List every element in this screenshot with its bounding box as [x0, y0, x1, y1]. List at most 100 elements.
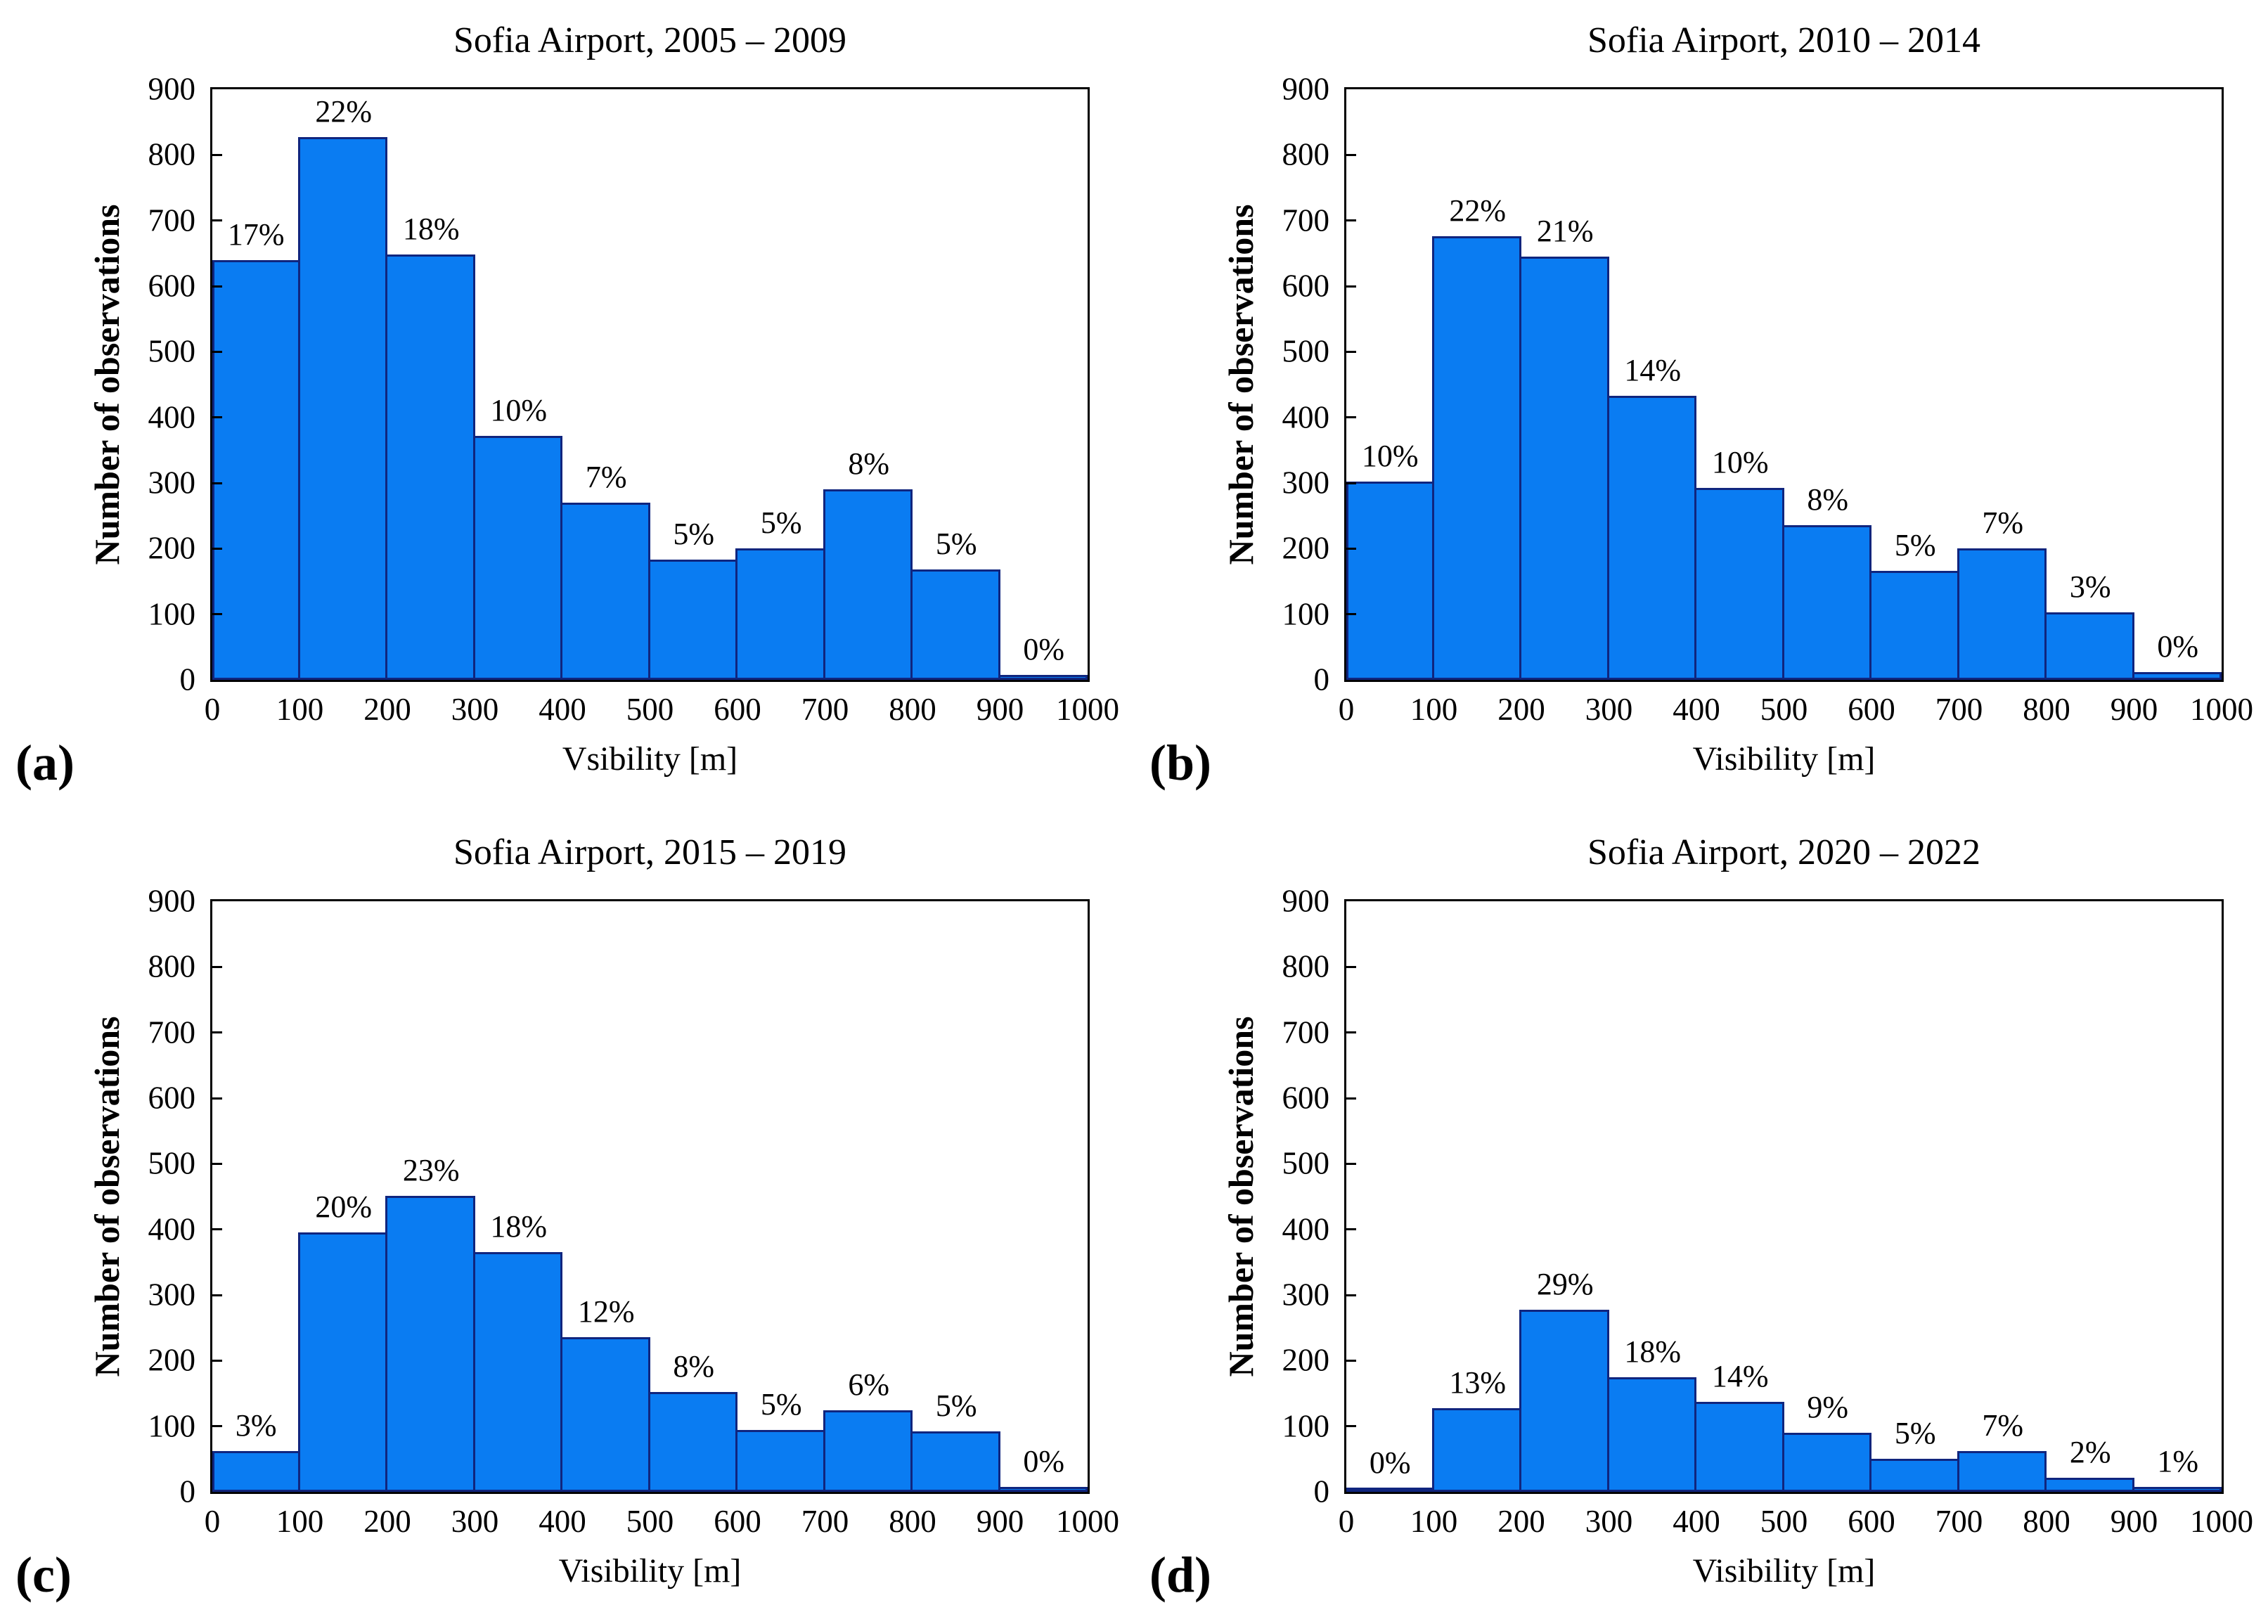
y-axis-title: Number of observations [87, 1016, 127, 1377]
y-tick-label: 500 [148, 1145, 196, 1181]
y-tick-label: 300 [148, 1277, 196, 1313]
y-axis-tick [212, 416, 222, 419]
y-axis-tick [1346, 219, 1356, 222]
histogram-bar [1781, 524, 1871, 680]
y-tick-label: 800 [148, 948, 196, 984]
x-tick-label: 100 [1410, 1504, 1458, 1539]
histogram-bar [1869, 571, 1959, 680]
panel-a: Sofia Airport, 2005 – 2009 Number of obs… [0, 0, 1134, 812]
histogram-bar [472, 435, 562, 680]
x-tick-label: 1000 [1056, 1504, 1119, 1539]
x-tick-label: 300 [451, 1504, 499, 1539]
y-tick-label: 0 [1313, 1474, 1330, 1509]
y-tick-label: 400 [1282, 1211, 1330, 1247]
histogram-bar [1957, 1451, 2047, 1492]
bar-percent-label: 5% [760, 505, 802, 541]
x-tick-label: 900 [2110, 692, 2158, 727]
x-tick-label: 200 [363, 692, 411, 727]
y-tick-label: 0 [1313, 662, 1330, 697]
histogram-bar [1346, 482, 1434, 680]
y-tick-label: 200 [1282, 530, 1330, 566]
bar-percent-label: 2% [2069, 1435, 2111, 1470]
histogram-bar [1957, 548, 2047, 680]
histogram-bar [560, 503, 650, 680]
x-tick-label: 400 [539, 1504, 586, 1539]
y-tick-label: 300 [1282, 1277, 1330, 1313]
histogram-bar [910, 1431, 1000, 1492]
x-tick-label: 700 [1935, 692, 1983, 727]
y-tick-label: 100 [148, 1408, 196, 1444]
bar-percent-label: 0% [1023, 631, 1065, 666]
y-axis-tick [212, 285, 222, 288]
histogram-bar [1519, 1310, 1609, 1492]
x-tick-label: 700 [801, 1504, 849, 1539]
y-axis-tick [1346, 482, 1356, 484]
bar-percent-label: 12% [577, 1294, 635, 1329]
y-tick-label: 0 [179, 1474, 196, 1509]
bar-percent-label: 29% [1536, 1267, 1594, 1302]
panel-label: (a) [15, 735, 75, 791]
histogram-bar [2044, 612, 2134, 680]
y-tick-label: 200 [148, 530, 196, 566]
panel-label: (c) [15, 1547, 72, 1603]
y-axis-tick [1346, 350, 1356, 353]
panel-label: (d) [1149, 1547, 1211, 1603]
x-axis-title: Vsibility [m] [562, 740, 738, 778]
y-tick-label: 400 [148, 1211, 196, 1247]
bar-percent-label: 7% [1982, 1408, 2024, 1443]
bar-percent-label: 5% [760, 1387, 802, 1422]
y-axis-tick [1346, 1228, 1356, 1231]
y-tick-label: 400 [1282, 399, 1330, 435]
plot-area: 17% 22% 18% 10% 7% 5% 5% 8% 5% 0% 0 100 200 300 400 500… [148, 73, 1120, 726]
histogram-bar [647, 1392, 737, 1492]
bar-percent-label: 8% [673, 1349, 715, 1384]
chart-title: Sofia Airport, 2020 – 2022 [1587, 832, 1980, 872]
y-axis-tick [1346, 1359, 1356, 1362]
plot-area: 10% 22% 21% 14% 10% 8% 5% 7% 3% 0% 0 100 200 300 400 50… [1282, 73, 2254, 726]
x-tick-label: 600 [714, 692, 761, 727]
x-tick-label: 800 [2023, 692, 2070, 727]
y-tick-label: 900 [1282, 883, 1330, 919]
bar-percent-label: 18% [1624, 1334, 1682, 1369]
y-tick-label: 200 [148, 1342, 196, 1378]
y-axis-tick [1346, 153, 1356, 156]
y-axis-tick [212, 1425, 222, 1428]
y-tick-label: 500 [148, 333, 196, 369]
x-tick-label: 800 [889, 692, 936, 727]
y-axis-tick [1346, 416, 1356, 419]
x-tick-label: 1000 [2190, 692, 2253, 727]
y-axis-tick [212, 965, 222, 968]
y-tick-label: 600 [1282, 268, 1330, 304]
histogram-bar [1606, 395, 1696, 680]
bar-percent-label: 5% [673, 517, 715, 552]
bar-percent-label: 14% [1711, 1359, 1769, 1394]
x-tick-label: 200 [1497, 692, 1545, 727]
histogram-bar [735, 548, 825, 680]
x-tick-label: 300 [451, 692, 499, 727]
y-axis-tick [212, 1031, 222, 1034]
bar-percent-label: 3% [235, 1408, 277, 1443]
y-axis-tick [1346, 285, 1356, 288]
y-tick-label: 600 [148, 268, 196, 304]
x-tick-label: 600 [1848, 692, 1895, 727]
bar-percent-label: 20% [315, 1190, 373, 1225]
x-tick-label: 400 [539, 692, 586, 727]
bar-percent-label: 7% [585, 460, 627, 494]
bar-percent-label: 18% [490, 1209, 548, 1244]
bar-percent-label: 21% [1536, 214, 1594, 248]
panel-c: Sofia Airport, 2015 – 2019 Number of obs… [0, 812, 1134, 1624]
x-axis-title: Visibility [m] [558, 1552, 742, 1590]
histogram-bar [998, 674, 1088, 680]
x-axis-title: Visibility [m] [1692, 740, 1876, 778]
y-tick-label: 300 [148, 465, 196, 501]
histogram-bar [1694, 1402, 1784, 1492]
histogram-bar [1431, 236, 1521, 680]
histogram-bar [823, 1410, 913, 1492]
y-axis-tick [212, 1162, 222, 1165]
y-tick-label: 600 [1282, 1080, 1330, 1116]
bar-percent-label: 5% [935, 1388, 977, 1424]
y-axis-tick [1346, 613, 1356, 616]
y-axis-tick [1346, 1097, 1356, 1100]
x-tick-label: 200 [1497, 1504, 1545, 1539]
